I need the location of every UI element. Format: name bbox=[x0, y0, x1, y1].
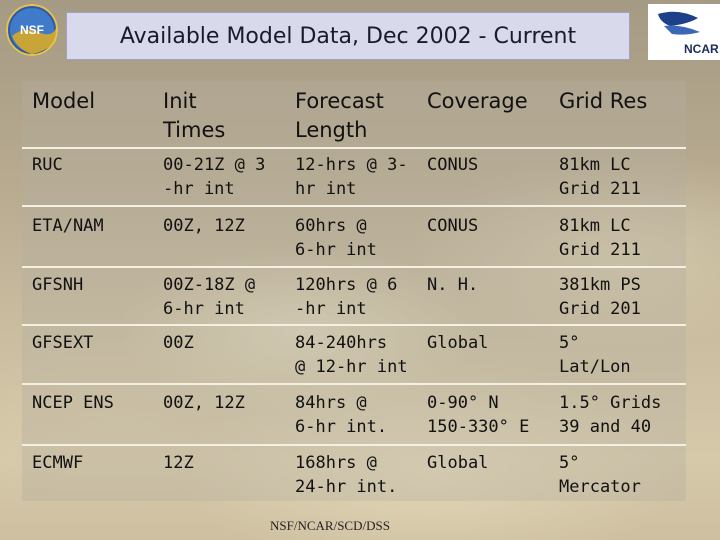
cell-model: NCEP ENS bbox=[32, 393, 114, 413]
cell-grid-res: 381km PS Grid 201 bbox=[559, 275, 641, 319]
cell-model: GFSNH bbox=[32, 275, 84, 295]
cell-coverage: CONUS bbox=[427, 216, 479, 236]
cell-grid-res: 81km LC Grid 211 bbox=[559, 155, 641, 199]
cell-grid-res: 5° Lat/Lon bbox=[559, 333, 631, 377]
slide-title: Available Model Data, Dec 2002 - Current bbox=[66, 12, 630, 60]
cell-coverage: Global bbox=[427, 453, 489, 473]
table-divider bbox=[22, 266, 686, 268]
slide-title-text: Available Model Data, Dec 2002 - Current bbox=[119, 23, 577, 49]
cell-forecast-length: 84hrs @ 6-hr int. bbox=[295, 393, 388, 437]
footer-credit: NSF/NCAR/SCD/DSS bbox=[270, 518, 390, 533]
nsf-logo: NSF bbox=[6, 4, 58, 56]
cell-grid-res: 1.5° Grids 39 and 40 bbox=[559, 393, 662, 437]
model-data-table: Model Init Times Forecast Length Coverag… bbox=[22, 81, 686, 501]
table-divider bbox=[22, 324, 686, 326]
cell-init-times: 00Z bbox=[163, 333, 194, 353]
cell-model: ETA/NAM bbox=[32, 216, 104, 236]
cell-init-times: 00Z, 12Z bbox=[163, 216, 245, 236]
header-init-times: Init Times bbox=[163, 89, 226, 142]
cell-model: ECMWF bbox=[32, 453, 84, 473]
cell-init-times: 00Z, 12Z bbox=[163, 393, 245, 413]
cell-forecast-length: 168hrs @ 24-hr int. bbox=[295, 453, 398, 497]
header-grid-res: Grid Res bbox=[559, 89, 648, 113]
cell-coverage: Global bbox=[427, 333, 489, 353]
table-divider bbox=[22, 383, 686, 385]
header-coverage: Coverage bbox=[427, 89, 528, 113]
ncar-logo bbox=[648, 4, 720, 60]
table-divider bbox=[22, 444, 686, 446]
cell-init-times: 00Z-18Z @ 6-hr int bbox=[163, 275, 256, 319]
cell-coverage: N. H. bbox=[427, 275, 479, 295]
header-forecast-length: Forecast Length bbox=[295, 89, 384, 142]
header-model: Model bbox=[32, 89, 96, 113]
table-divider bbox=[22, 205, 686, 207]
cell-coverage: 0-90° N 150-330° E bbox=[427, 393, 530, 437]
cell-coverage: CONUS bbox=[427, 155, 479, 175]
cell-forecast-length: 84-240hrs @ 12-hr int bbox=[295, 333, 408, 377]
cell-forecast-length: 60hrs @ 6-hr int bbox=[295, 216, 377, 260]
cell-forecast-length: 12-hrs @ 3- hr int bbox=[295, 155, 408, 199]
cell-forecast-length: 120hrs @ 6 -hr int bbox=[295, 275, 398, 319]
cell-grid-res: 5° Mercator bbox=[559, 453, 641, 497]
cell-model: GFSEXT bbox=[32, 333, 94, 353]
cell-model: RUC bbox=[32, 155, 63, 175]
ncar-logo-text: NCAR bbox=[684, 42, 719, 56]
svg-text:NSF: NSF bbox=[20, 23, 44, 37]
table-divider bbox=[22, 147, 686, 149]
cell-init-times: 12Z bbox=[163, 453, 194, 473]
cell-grid-res: 81km LC Grid 211 bbox=[559, 216, 641, 260]
cell-init-times: 00-21Z @ 3 -hr int bbox=[163, 155, 266, 199]
